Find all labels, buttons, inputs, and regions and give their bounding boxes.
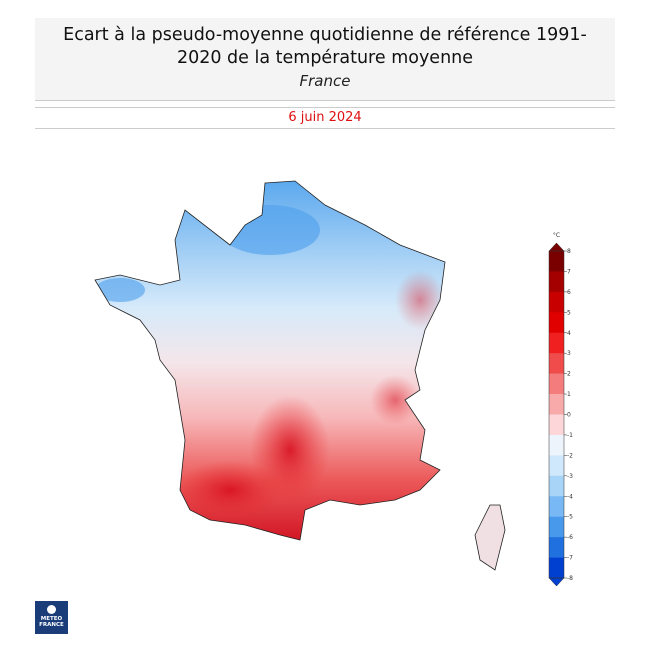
subtitle: France <box>299 72 351 90</box>
tick-label: 5 <box>567 309 571 316</box>
header: Ecart à la pseudo-moyenne quotidienne de… <box>35 18 615 101</box>
logo: METEO FRANCE <box>35 601 68 634</box>
colorbar-segment <box>549 291 564 313</box>
colorbar-arrow <box>548 577 565 587</box>
colorbar: °C 8 7 6 5 4 3 2 1 0 -1 -2 -3 -4 -5 -6 -7 -8 <box>548 232 573 587</box>
tick-label: 8 <box>567 248 571 255</box>
tick-label: 7 <box>567 268 571 275</box>
corsica <box>474 504 506 571</box>
tick-label: -7 <box>567 555 573 562</box>
tick-label: -2 <box>567 452 573 459</box>
colorbar-segment <box>549 434 564 456</box>
tick-label: 6 <box>567 289 571 296</box>
logo-text: METEO <box>40 616 63 622</box>
tick-label: 2 <box>567 371 571 378</box>
france-map <box>95 181 445 540</box>
coastline <box>94 180 446 541</box>
tick-label: 0 <box>567 412 571 419</box>
colorbar-segment <box>549 353 564 374</box>
title: Ecart à la pseudo-moyenne quotidienne de… <box>63 25 587 68</box>
colorbar-segment <box>549 414 564 436</box>
tick-label: 1 <box>567 391 571 398</box>
colorbar-segment <box>549 557 564 579</box>
tick-label: -4 <box>567 493 573 500</box>
colorbar-arrow <box>548 242 565 252</box>
tick-label: -3 <box>567 473 573 480</box>
tick-label: 4 <box>567 330 571 337</box>
colorbar-segment <box>549 475 564 497</box>
colorbar-segment <box>549 373 564 395</box>
colorbar-segment <box>549 312 564 334</box>
colorbar-segment <box>549 271 564 293</box>
logo-text: FRANCE <box>39 622 64 628</box>
tick-label: -5 <box>567 514 573 521</box>
date: 6 juin 2024 <box>35 107 615 129</box>
tick-label: -1 <box>567 432 573 439</box>
colorbar-segment <box>549 251 564 272</box>
colorbar-unit: °C <box>553 232 560 239</box>
colorbar-segment <box>549 332 564 354</box>
tick-label: -8 <box>567 575 573 582</box>
colorbar-segment <box>549 394 564 415</box>
colorbar-segment <box>549 455 564 477</box>
tick-label: 3 <box>567 350 571 357</box>
colorbar-segment <box>549 537 564 558</box>
colorbar-segment <box>549 496 564 517</box>
tick-label: -6 <box>567 534 573 541</box>
colorbar-segment <box>549 516 564 538</box>
